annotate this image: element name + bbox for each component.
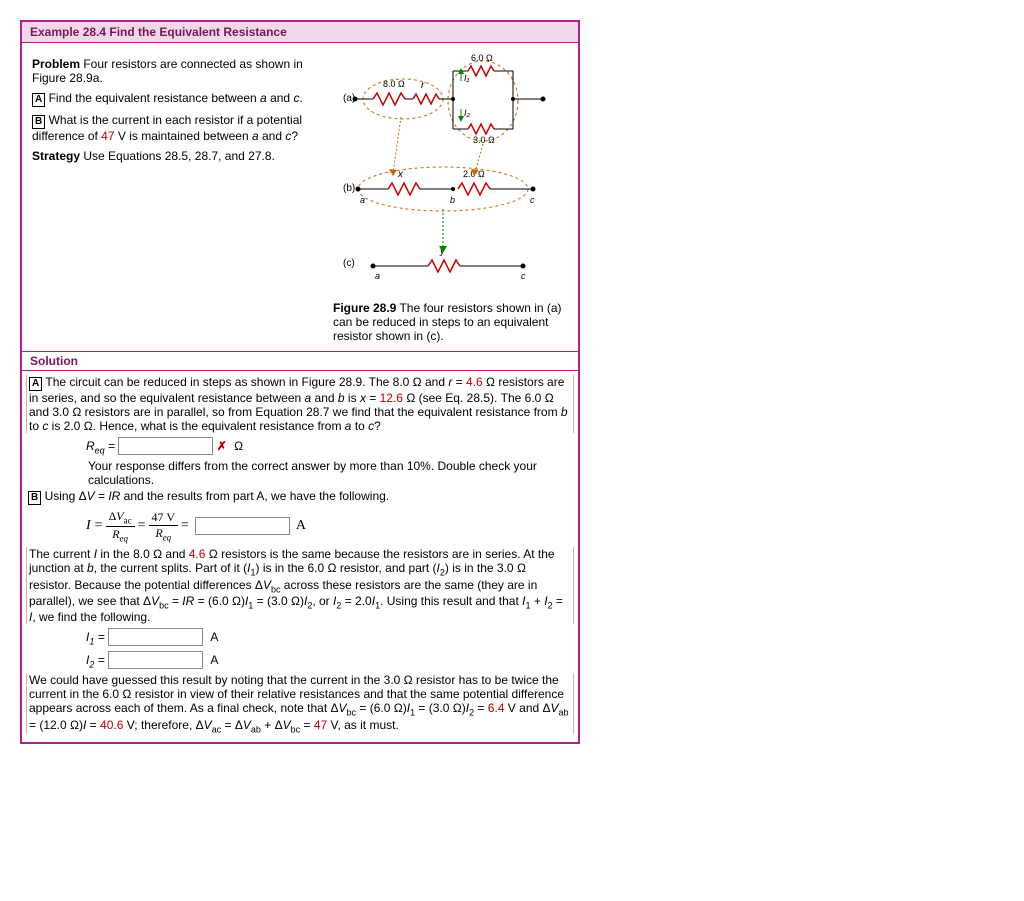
svg-text:x: x xyxy=(397,169,404,180)
svg-text:c: c xyxy=(521,271,526,281)
current-i-input[interactable] xyxy=(195,517,290,535)
svg-text:3.0 Ω: 3.0 Ω xyxy=(473,135,495,145)
part-b-label: B xyxy=(32,115,45,129)
problem-part-a: A Find the equivalent resistance between… xyxy=(32,91,318,107)
svg-text:(b): (b) xyxy=(343,183,355,194)
part-b-text: What is the current in each resistor if … xyxy=(32,113,302,143)
figure-diagram: (a) 8.0 Ω r xyxy=(333,51,573,296)
req-input[interactable] xyxy=(118,437,213,455)
svg-text:r: r xyxy=(421,80,425,91)
i1-input[interactable] xyxy=(108,628,203,646)
i2-input[interactable] xyxy=(108,651,203,669)
solution-header: Solution xyxy=(22,351,578,370)
svg-text:a: a xyxy=(360,195,365,205)
solution-para-b1: The current I in the 8.0 Ω and 4.6 Ω res… xyxy=(26,547,574,624)
part-a-label: A xyxy=(32,93,45,107)
req-feedback: Your response differs from the correct a… xyxy=(86,459,574,487)
svg-text:c: c xyxy=(530,195,535,205)
sol-a-label: A xyxy=(29,377,42,391)
current-formula: I = ΔVacReq = 47 VReq = A xyxy=(86,509,574,543)
solution-part-a-para: A The circuit can be reduced in steps as… xyxy=(26,375,574,433)
sol-a-text: The circuit can be reduced in steps as s… xyxy=(29,375,568,433)
example-box: Example 28.4 Find the Equivalent Resista… xyxy=(20,20,580,744)
sol-b-label: B xyxy=(28,491,41,505)
solution-part-b-intro: B Using ΔV = IR and the results from par… xyxy=(26,489,574,505)
strategy-text: Strategy Use Equations 28.5, 28.7, and 2… xyxy=(32,149,318,163)
svg-text:I₁: I₁ xyxy=(464,73,470,83)
solution-body: A The circuit can be reduced in steps as… xyxy=(22,370,578,742)
problem-intro: Problem Four resistors are connected as … xyxy=(32,57,318,85)
i1-unit: A xyxy=(210,630,218,644)
figure-caption: Figure 28.9 The four resistors shown in … xyxy=(333,301,573,343)
solution-final: We could have guessed this result by not… xyxy=(26,673,574,734)
i1-line: I1 = A xyxy=(86,628,574,646)
svg-text:b: b xyxy=(450,195,455,205)
unit-a: A xyxy=(296,518,306,534)
svg-text:a: a xyxy=(375,271,380,281)
req-unit: Ω xyxy=(234,439,243,453)
part-a-text: Find the equivalent resistance between a… xyxy=(49,91,303,105)
svg-text:(c): (c) xyxy=(343,258,355,269)
example-header: Example 28.4 Find the Equivalent Resista… xyxy=(22,22,578,43)
problem-column: Problem Four resistors are connected as … xyxy=(22,43,328,351)
svg-text:I₂: I₂ xyxy=(464,108,471,118)
circuit-svg: (a) 8.0 Ω r xyxy=(333,51,573,296)
problem-part-b: B What is the current in each resistor i… xyxy=(32,113,318,143)
x-mark-icon: ✗ xyxy=(217,439,227,453)
figure-column: (a) 8.0 Ω r xyxy=(328,43,578,351)
sol-b-intro-text: Using ΔV = IR and the results from part … xyxy=(45,489,390,503)
svg-text:6.0 Ω: 6.0 Ω xyxy=(471,53,493,63)
svg-text:8.0 Ω: 8.0 Ω xyxy=(383,79,405,89)
problem-row: Problem Four resistors are connected as … xyxy=(22,43,578,351)
req-label: Req = xyxy=(86,439,118,453)
req-input-line: Req = ✗ Ω xyxy=(86,437,574,455)
i2-unit: A xyxy=(210,653,218,667)
i2-line: I2 = A xyxy=(86,651,574,669)
